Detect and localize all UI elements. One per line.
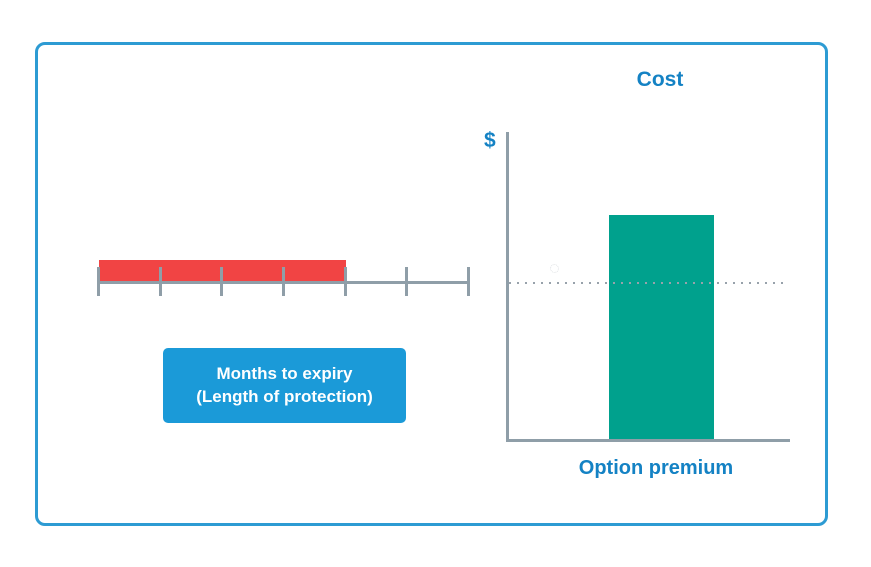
timeline-tick [282, 267, 285, 296]
reference-dotted-line [509, 282, 787, 284]
timeline-tick [97, 267, 100, 296]
diagram-frame [35, 42, 828, 526]
x-axis-line [506, 439, 790, 442]
option-premium-bar [609, 215, 714, 439]
y-axis-dollar-label: $ [484, 129, 496, 152]
timeline-tick [159, 267, 162, 296]
months-timeline [97, 260, 470, 304]
chart-title: Cost [636, 68, 684, 91]
timeline-label-box: Months to expiry (Length of protection) [163, 348, 406, 423]
timeline-tick [220, 267, 223, 296]
y-axis-line [506, 132, 509, 442]
timeline-label-line2: (Length of protection) [196, 386, 373, 406]
faint-speck [550, 264, 559, 273]
x-axis-label: Option premium [578, 457, 734, 479]
timeline-label-line1: Months to expiry [216, 364, 353, 384]
timeline-tick [467, 267, 470, 296]
timeline-tick [405, 267, 408, 296]
timeline-tick [344, 267, 347, 296]
